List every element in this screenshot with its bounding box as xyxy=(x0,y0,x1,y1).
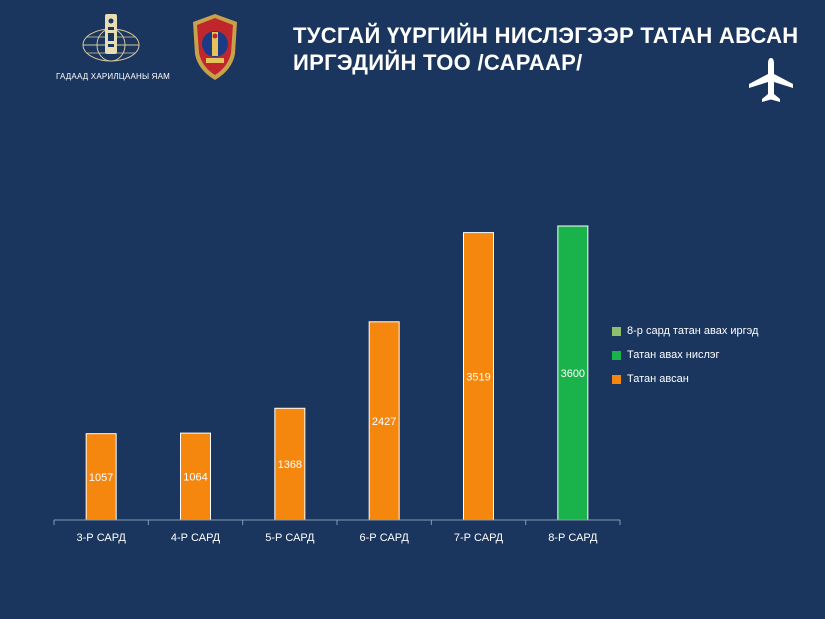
legend-item: 8-р сард татан авах иргэд xyxy=(612,319,758,343)
legend-item: Татан авах нислэг xyxy=(612,343,758,367)
shield-emblem-icon xyxy=(193,14,237,80)
x-tick-label: 4-Р САРД xyxy=(171,532,221,544)
bar xyxy=(368,321,400,521)
title-line-1: ТУСГАЙ ҮҮРГИЙН НИСЛЭГЭЭР ТАТАН АВСАН xyxy=(293,23,799,48)
bar-value-label: 1368 xyxy=(278,459,302,471)
bar-value-label: 1057 xyxy=(89,472,113,484)
bar xyxy=(274,407,306,521)
title-line-2: ИРГЭДИЙН ТОО /САРААР/ xyxy=(293,50,583,75)
bar xyxy=(463,232,494,521)
bar xyxy=(180,432,211,521)
bar-value-label: 3600 xyxy=(561,368,585,380)
legend-label: Татан авсан xyxy=(627,373,689,385)
legend-swatch xyxy=(612,374,621,384)
org-name: ГАДААД ХАРИЛЦААНЫ ЯАМ xyxy=(56,72,171,81)
legend-label: 8-р сард татан авах иргэд xyxy=(627,325,759,337)
x-tick-label: 7-Р САРД xyxy=(454,532,504,544)
airplane-icon xyxy=(749,58,793,102)
x-tick-label: 8-Р САРД xyxy=(548,532,598,544)
bar xyxy=(557,225,589,521)
bar-value-label: 1064 xyxy=(183,472,207,484)
x-tick-label: 6-Р САРД xyxy=(360,532,410,544)
mfa-globe-logo-icon xyxy=(82,14,140,62)
bar-value-label: 2427 xyxy=(372,416,396,428)
legend: 8-р сард татан авах иргэд Татан авах нисл… xyxy=(612,319,758,391)
bar-value-label: 3519 xyxy=(466,371,490,383)
legend-label: Татан авах нислэг xyxy=(627,349,720,361)
bar xyxy=(85,433,117,521)
legend-swatch xyxy=(612,326,621,336)
mfa-logo: ГАДААД ХАРИЛЦААНЫ ЯАМ xyxy=(56,12,171,87)
x-tick-label: 3-Р САРД xyxy=(77,532,127,544)
x-tick-label: 5-Р САРД xyxy=(265,532,315,544)
legend-swatch xyxy=(612,350,621,360)
emblem-logo xyxy=(190,12,240,87)
legend-item: Татан авсан xyxy=(612,367,758,391)
page-title: ТУСГАЙ ҮҮРГИЙН НИСЛЭГЭЭР ТАТАН АВСАН ИРГ… xyxy=(293,22,799,76)
